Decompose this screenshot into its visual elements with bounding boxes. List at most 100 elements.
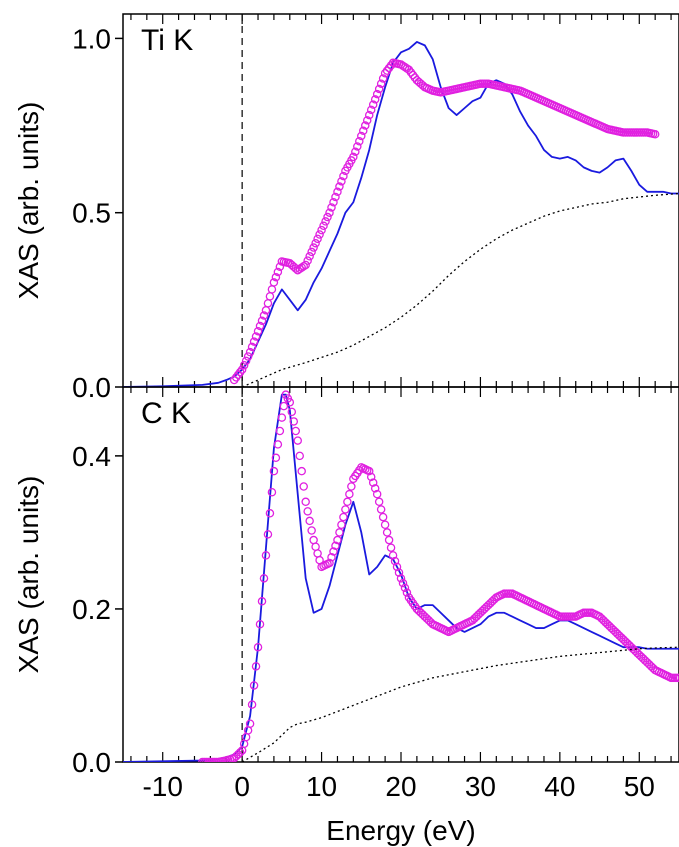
data-point <box>275 426 285 436</box>
data-point <box>404 65 414 75</box>
x-tick-label: 40 <box>544 771 575 802</box>
data-point <box>339 171 348 181</box>
y-tick-label: 0.4 <box>72 441 111 472</box>
data-point <box>243 352 253 361</box>
data-point <box>249 681 259 690</box>
data-point <box>390 556 400 566</box>
data-point <box>347 482 356 491</box>
data-point <box>372 89 382 99</box>
data-point <box>329 197 338 207</box>
data-point <box>398 578 408 588</box>
data-point <box>267 285 277 294</box>
y-tick-label: 0.5 <box>72 198 111 229</box>
y-tick-label: 0.0 <box>72 372 111 403</box>
x-tick-label: 30 <box>465 771 496 802</box>
data-point <box>333 535 342 545</box>
data-point <box>251 332 261 341</box>
data-point <box>263 299 273 308</box>
data-point <box>293 436 302 445</box>
data-point <box>382 66 392 75</box>
data-point <box>317 225 326 235</box>
data-point <box>331 192 340 202</box>
data-point <box>378 74 388 83</box>
solid-series-line <box>123 393 679 762</box>
dotted-series-line <box>241 192 679 387</box>
data-point <box>259 311 269 320</box>
data-point <box>235 748 245 757</box>
data-point <box>279 401 289 411</box>
data-point <box>309 243 318 252</box>
data-point <box>257 316 267 326</box>
data-point <box>259 574 269 583</box>
data-point <box>408 70 418 80</box>
data-point <box>355 136 364 146</box>
data-point <box>319 221 328 231</box>
dotted-series-line <box>241 646 679 762</box>
data-point <box>273 267 283 277</box>
data-point <box>376 79 386 88</box>
data-point <box>291 426 301 436</box>
data-point <box>341 505 350 514</box>
x-tick-label: 10 <box>306 771 337 802</box>
solid-series-line <box>123 40 679 387</box>
data-point <box>231 373 241 382</box>
data-point <box>295 451 304 461</box>
data-point <box>285 398 295 407</box>
data-point <box>251 662 261 671</box>
data-point <box>361 121 370 130</box>
data-point <box>372 489 382 499</box>
data-point <box>267 487 277 497</box>
data-point <box>241 356 251 366</box>
data-point <box>249 337 259 346</box>
data-point <box>301 497 310 507</box>
y-tick-label: 1.0 <box>72 23 111 54</box>
data-point <box>364 110 374 120</box>
data-point <box>253 326 263 336</box>
data-point <box>303 507 312 516</box>
data-point <box>370 95 380 104</box>
data-point <box>255 619 265 629</box>
x-axis-title: Energy (eV) <box>326 815 475 846</box>
plot-frame <box>122 13 679 388</box>
data-point <box>229 375 239 385</box>
data-point <box>235 367 245 377</box>
data-point <box>253 642 263 652</box>
data-point <box>277 413 287 422</box>
data-point <box>271 272 281 282</box>
data-point <box>333 187 342 197</box>
data-point <box>362 116 372 125</box>
y-axis-title: XAS (arb. units) <box>13 476 44 674</box>
data-point <box>382 528 392 537</box>
data-point <box>247 342 257 352</box>
data-point <box>380 520 390 530</box>
data-point <box>313 234 322 244</box>
data-point <box>265 292 275 301</box>
data-point <box>364 466 374 476</box>
data-point <box>327 203 336 212</box>
data-point <box>245 347 255 357</box>
data-point <box>378 512 388 522</box>
data-point <box>299 262 308 271</box>
data-point <box>674 673 679 683</box>
panel-label: C K <box>141 397 191 430</box>
data-point <box>351 147 360 156</box>
x-tick-label: 20 <box>385 771 416 802</box>
data-point <box>335 182 344 191</box>
data-point <box>303 256 312 265</box>
data-point <box>301 260 310 270</box>
data-point <box>650 130 660 139</box>
data-point <box>299 482 308 491</box>
data-point <box>345 489 354 499</box>
ti-k-panel: 0.0 0.5 1.0 XAS (arb. units) Ti K <box>13 13 679 403</box>
series-group <box>123 40 679 387</box>
data-point <box>366 472 376 482</box>
c-k-panel: 0.0 0.2 0.4 XAS (arb. units) -10 0 10 20 30 40 50 E… <box>13 386 679 846</box>
data-point <box>257 597 267 606</box>
data-point <box>368 100 378 109</box>
data-point <box>261 551 271 560</box>
data-point <box>321 217 330 226</box>
x-tick-label: 50 <box>624 771 655 802</box>
data-point <box>289 417 299 426</box>
data-point <box>402 588 412 597</box>
